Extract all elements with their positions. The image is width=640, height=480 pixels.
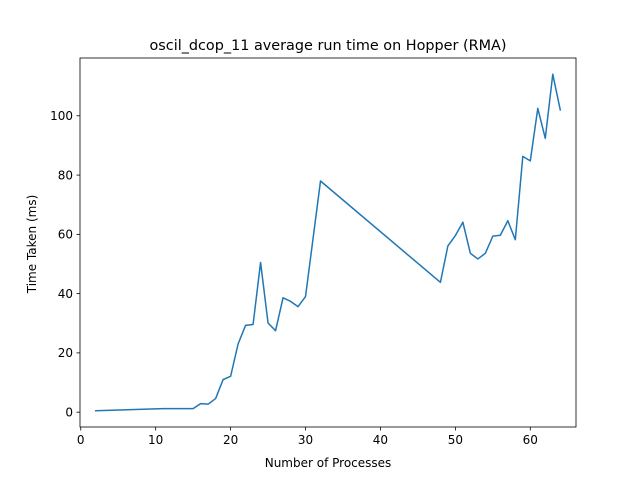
axes-frame — [79, 57, 577, 428]
plot-area: 0 10 20 30 40 50 60 0 20 40 60 80 100 — [50, 57, 577, 447]
y-tick-label: 60 — [58, 228, 73, 242]
x-axis-label: Number of Processes — [265, 456, 392, 470]
y-tick-label: 20 — [58, 346, 73, 360]
x-tick-label: 0 — [77, 433, 85, 447]
x-tick-label: 10 — [148, 433, 163, 447]
x-tick-label: 40 — [373, 433, 388, 447]
x-tick-label: 30 — [298, 433, 313, 447]
x-tick-label: 20 — [223, 433, 238, 447]
y-tick-label: 80 — [58, 168, 73, 182]
y-tick-label: 40 — [58, 287, 73, 301]
y-tick-label: 100 — [50, 109, 73, 123]
y-tick-label: 0 — [65, 405, 73, 419]
x-tick-label: 50 — [448, 433, 463, 447]
x-tick-label: 60 — [523, 433, 538, 447]
chart-title: oscil_dcop_11 average run time on Hopper… — [149, 38, 506, 54]
series-line — [94, 73, 562, 412]
y-axis-label: Time Taken (ms) — [25, 195, 39, 295]
